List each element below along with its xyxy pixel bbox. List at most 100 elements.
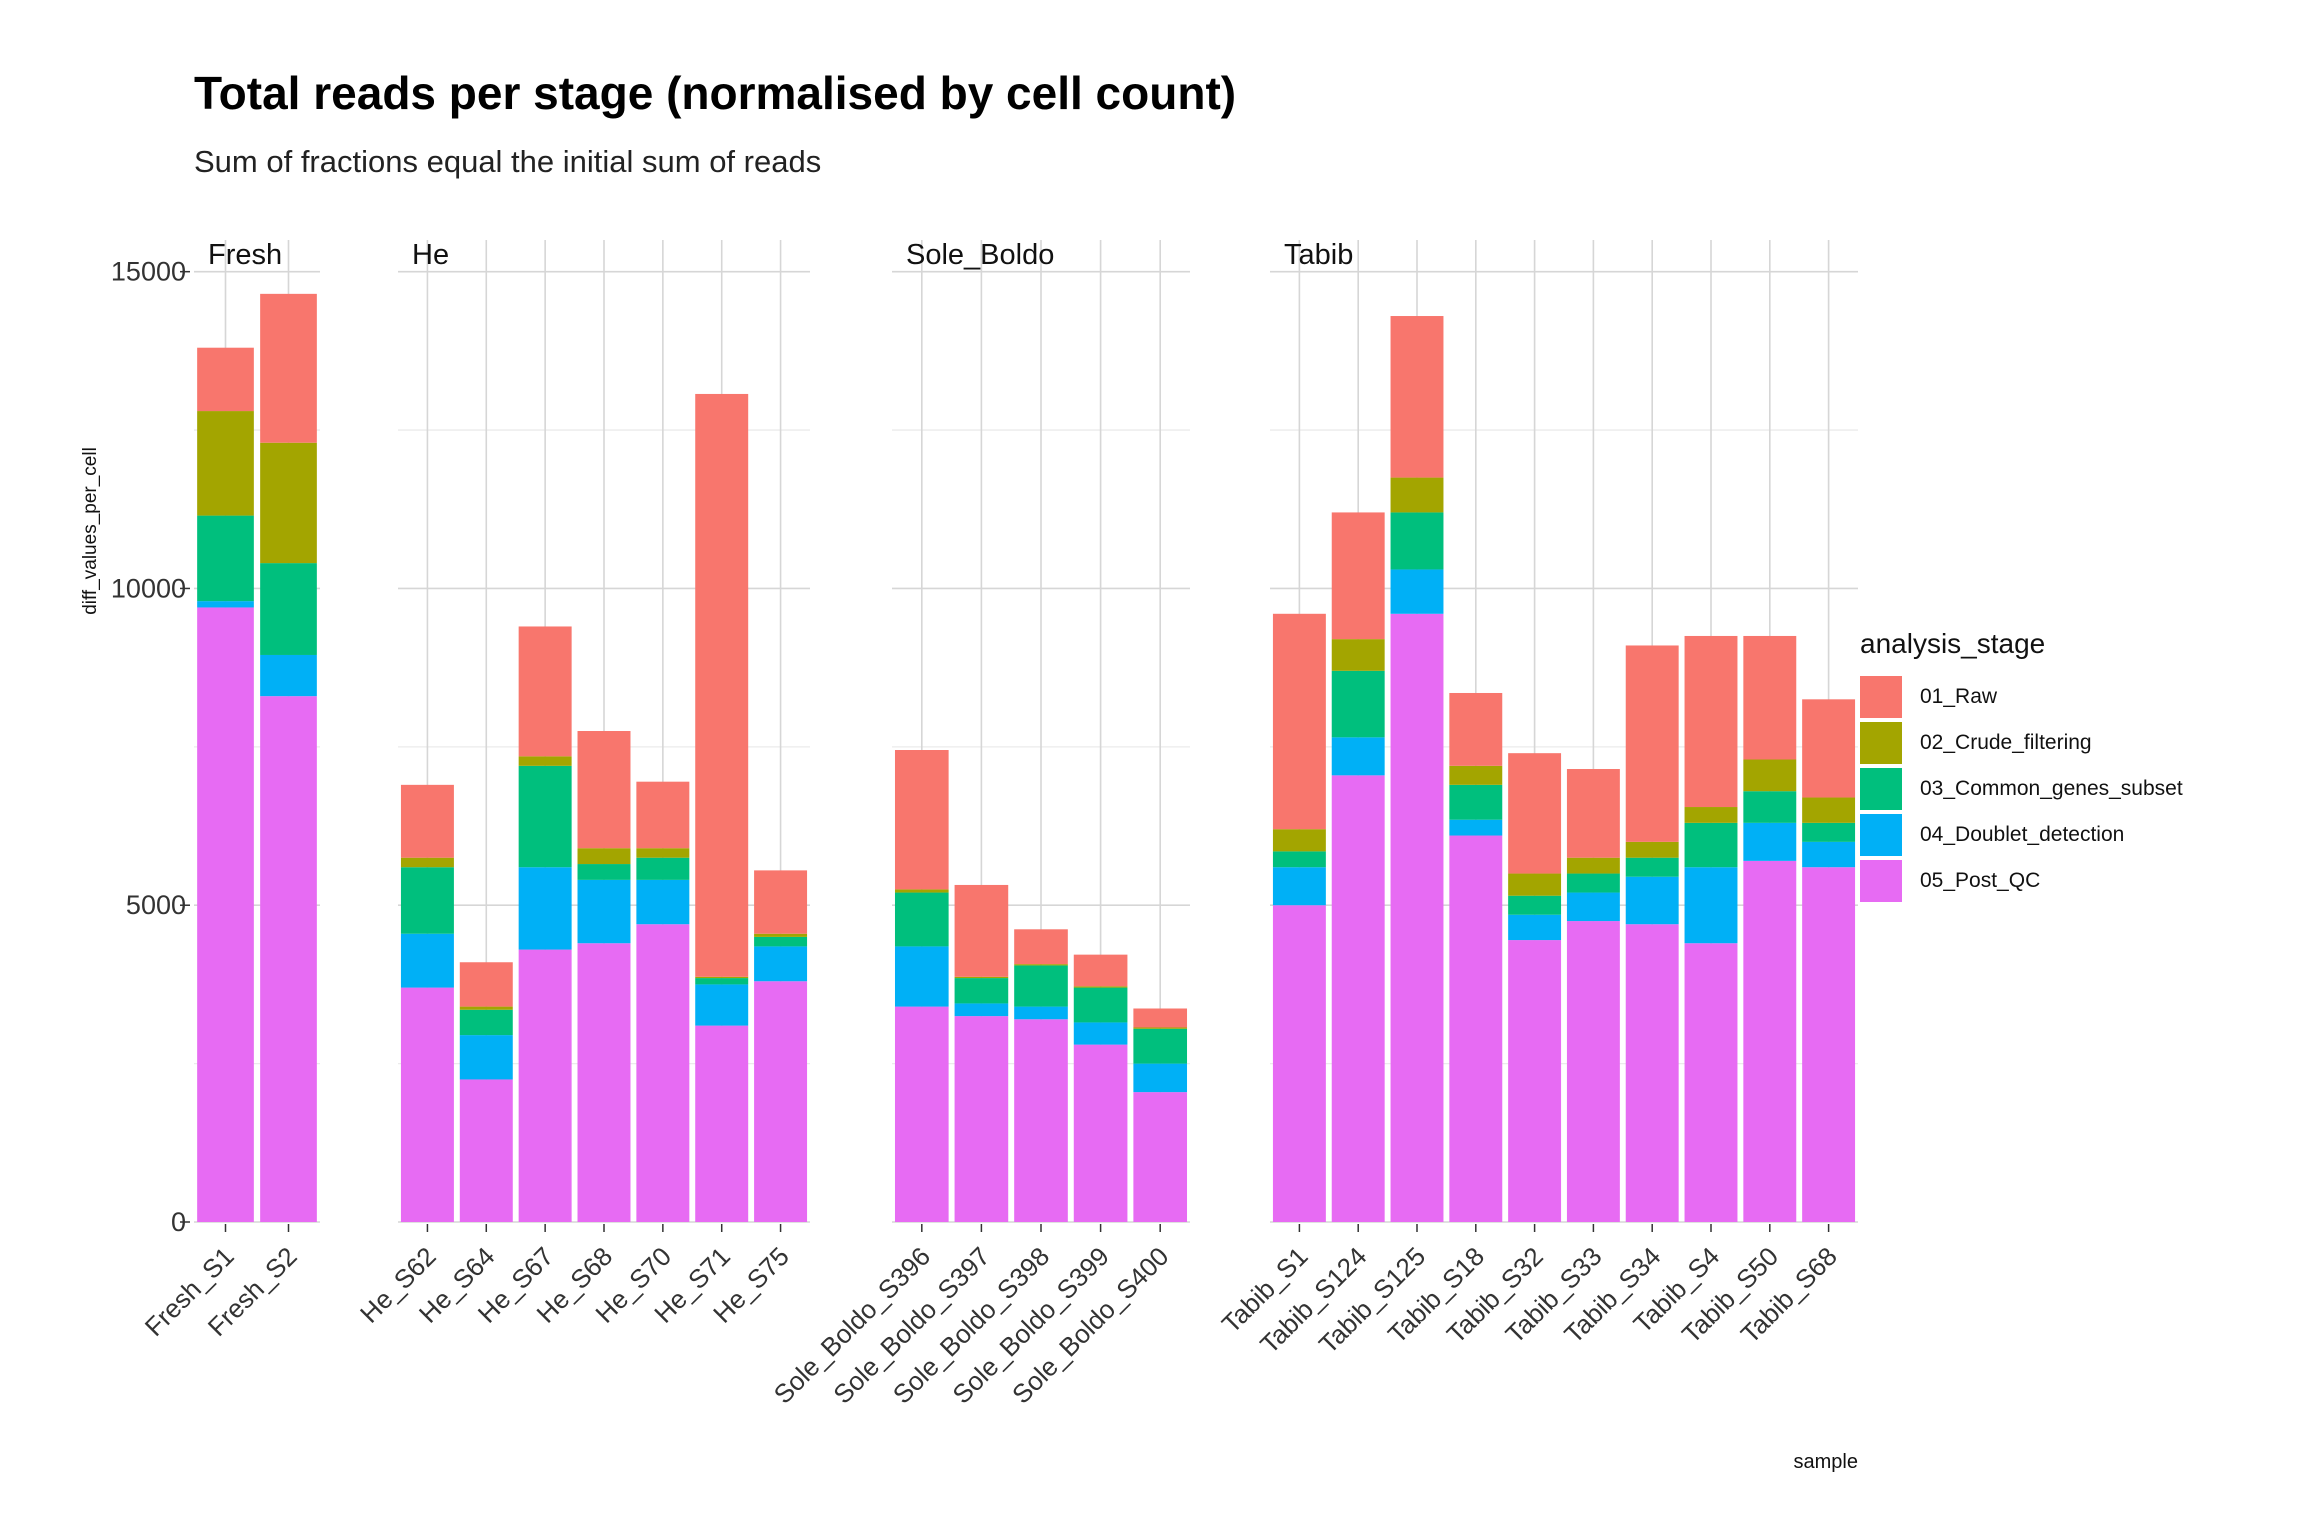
bar-he-s75-05-post-qc [754, 981, 808, 1222]
bar-he-s75-03-common-genes-subset [754, 936, 808, 947]
panel-title-he: He [412, 239, 449, 271]
bar-tabib-s68-05-post-qc [1802, 867, 1856, 1222]
bar-he-s71-05-post-qc [695, 1025, 749, 1222]
legend-item-common-genes-subset: 03_Common_genes_subset [1860, 766, 2183, 812]
bar-fresh-s1-04-doublet-detection [197, 601, 254, 608]
bar-tabib-s1-05-post-qc [1272, 905, 1326, 1222]
bar-sole-boldo-s396-03-common-genes-subset [894, 892, 949, 947]
bar-tabib-s33-05-post-qc [1566, 921, 1620, 1222]
bar-tabib-s4-05-post-qc [1684, 943, 1738, 1222]
bar-tabib-s125-05-post-qc [1390, 613, 1444, 1222]
bar-he-s64-01-raw [459, 962, 513, 1007]
bar-tabib-s50-05-post-qc [1743, 860, 1797, 1222]
bar-tabib-s68-02-crude-filtering [1802, 797, 1856, 823]
bar-he-s70-03-common-genes-subset [636, 857, 690, 880]
bar-he-s67-02-crude-filtering [518, 756, 572, 766]
legend-swatch-post-qc [1860, 860, 1902, 902]
bar-tabib-s68-04-doublet-detection [1802, 841, 1856, 868]
bar-tabib-s18-02-crude-filtering [1449, 765, 1503, 785]
bar-tabib-s34-02-crude-filtering [1625, 841, 1679, 858]
bar-fresh-s2-04-doublet-detection [260, 654, 317, 697]
bar-he-s68-01-raw [577, 731, 631, 849]
bar-he-s75-01-raw [754, 870, 808, 934]
legend-swatch-raw [1860, 676, 1902, 718]
bar-tabib-s34-05-post-qc [1625, 924, 1679, 1222]
legend-label-common-genes-subset: 03_Common_genes_subset [1920, 777, 2183, 800]
bar-sole-boldo-s396-02-crude-filtering [894, 889, 949, 893]
bar-fresh-s2-03-common-genes-subset [260, 563, 317, 655]
bar-tabib-s4-01-raw [1684, 635, 1738, 808]
bar-tabib-s18-04-doublet-detection [1449, 819, 1503, 836]
y-tick-label-10000: 10000 [111, 573, 186, 603]
bar-tabib-s125-03-common-genes-subset [1390, 512, 1444, 570]
bar-he-s68-04-doublet-detection [577, 879, 631, 944]
bar-sole-boldo-s399-02-crude-filtering [1073, 986, 1128, 988]
bar-tabib-s124-04-doublet-detection [1331, 737, 1385, 776]
bar-tabib-s18-01-raw [1449, 692, 1503, 766]
bar-tabib-s33-03-common-genes-subset [1566, 873, 1620, 893]
bar-he-s70-01-raw [636, 781, 690, 849]
bar-sole-boldo-s400-03-common-genes-subset [1133, 1028, 1188, 1064]
bar-sole-boldo-s400-02-crude-filtering [1133, 1027, 1188, 1029]
bar-he-s64-02-crude-filtering [459, 1006, 513, 1010]
bar-sole-boldo-s399-03-common-genes-subset [1073, 987, 1128, 1023]
bar-fresh-s1-02-crude-filtering [197, 411, 254, 516]
bar-he-s62-01-raw [400, 784, 454, 858]
bar-he-s64-03-common-genes-subset [459, 1009, 513, 1036]
bar-tabib-s4-02-crude-filtering [1684, 807, 1738, 823]
bar-tabib-s68-01-raw [1802, 699, 1856, 798]
bar-sole-boldo-s400-04-doublet-detection [1133, 1063, 1188, 1093]
bar-he-s62-04-doublet-detection [400, 933, 454, 988]
panel-title-fresh: Fresh [208, 239, 282, 271]
panel-title-tabib: Tabib [1284, 239, 1353, 271]
legend-swatch-crude-filtering [1860, 722, 1902, 764]
bar-sole-boldo-s399-04-doublet-detection [1073, 1022, 1128, 1045]
bar-he-s67-05-post-qc [518, 949, 572, 1222]
legend-label-raw: 01_Raw [1920, 685, 1998, 708]
bar-he-s64-04-doublet-detection [459, 1035, 513, 1080]
bar-sole-boldo-s399-01-raw [1073, 954, 1128, 987]
bar-tabib-s32-05-post-qc [1508, 940, 1562, 1222]
bar-he-s64-05-post-qc [459, 1079, 513, 1222]
bar-he-s70-05-post-qc [636, 924, 690, 1222]
bar-sole-boldo-s398-04-doublet-detection [1014, 1006, 1068, 1020]
bar-sole-boldo-s398-02-crude-filtering [1014, 964, 1068, 966]
bar-tabib-s125-04-doublet-detection [1390, 569, 1444, 614]
bar-tabib-s33-02-crude-filtering [1566, 857, 1620, 874]
bar-sole-boldo-s399-05-post-qc [1073, 1044, 1128, 1222]
bar-he-s70-04-doublet-detection [636, 879, 690, 925]
bar-sole-boldo-s398-05-post-qc [1014, 1019, 1068, 1222]
bar-tabib-s50-04-doublet-detection [1743, 822, 1797, 861]
bar-tabib-s32-01-raw [1508, 753, 1562, 874]
legend-title: analysis_stage [1860, 628, 2046, 659]
bar-fresh-s1-05-post-qc [197, 607, 254, 1222]
y-tick-label-15000: 15000 [111, 257, 186, 287]
bar-tabib-s32-03-common-genes-subset [1508, 895, 1562, 915]
bar-he-s67-01-raw [518, 626, 572, 757]
bar-he-s70-02-crude-filtering [636, 848, 690, 858]
chart-title: Total reads per stage (normalised by cel… [194, 67, 1237, 119]
bar-he-s67-03-common-genes-subset [518, 765, 572, 868]
bar-tabib-s124-05-post-qc [1331, 775, 1385, 1222]
bar-tabib-s34-03-common-genes-subset [1625, 857, 1679, 877]
bar-he-s71-03-common-genes-subset [695, 978, 749, 985]
bar-he-s75-04-doublet-detection [754, 946, 808, 982]
legend-item-doublet-detection: 04_Doublet_detection [1860, 812, 2183, 858]
bar-fresh-s2-01-raw [260, 293, 317, 443]
bar-tabib-s50-02-crude-filtering [1743, 759, 1797, 792]
bar-sole-boldo-s396-01-raw [894, 750, 949, 890]
chart-subtitle: Sum of fractions equal the initial sum o… [194, 144, 822, 179]
bar-tabib-s1-02-crude-filtering [1272, 829, 1326, 852]
y-axis-title: diff_values_per_cell [80, 447, 101, 615]
legend-label-post-qc: 05_Post_QC [1920, 869, 2041, 892]
bar-he-s68-02-crude-filtering [577, 848, 631, 865]
bar-tabib-s1-03-common-genes-subset [1272, 851, 1326, 868]
bar-fresh-s2-05-post-qc [260, 696, 317, 1222]
bar-tabib-s33-01-raw [1566, 769, 1620, 858]
y-tick-label-0: 0 [171, 1207, 186, 1237]
legend-swatch-doublet-detection [1860, 814, 1902, 856]
bar-tabib-s124-01-raw [1331, 512, 1385, 640]
legend-label-doublet-detection: 04_Doublet_detection [1920, 823, 2125, 846]
bar-tabib-s33-04-doublet-detection [1566, 892, 1620, 922]
